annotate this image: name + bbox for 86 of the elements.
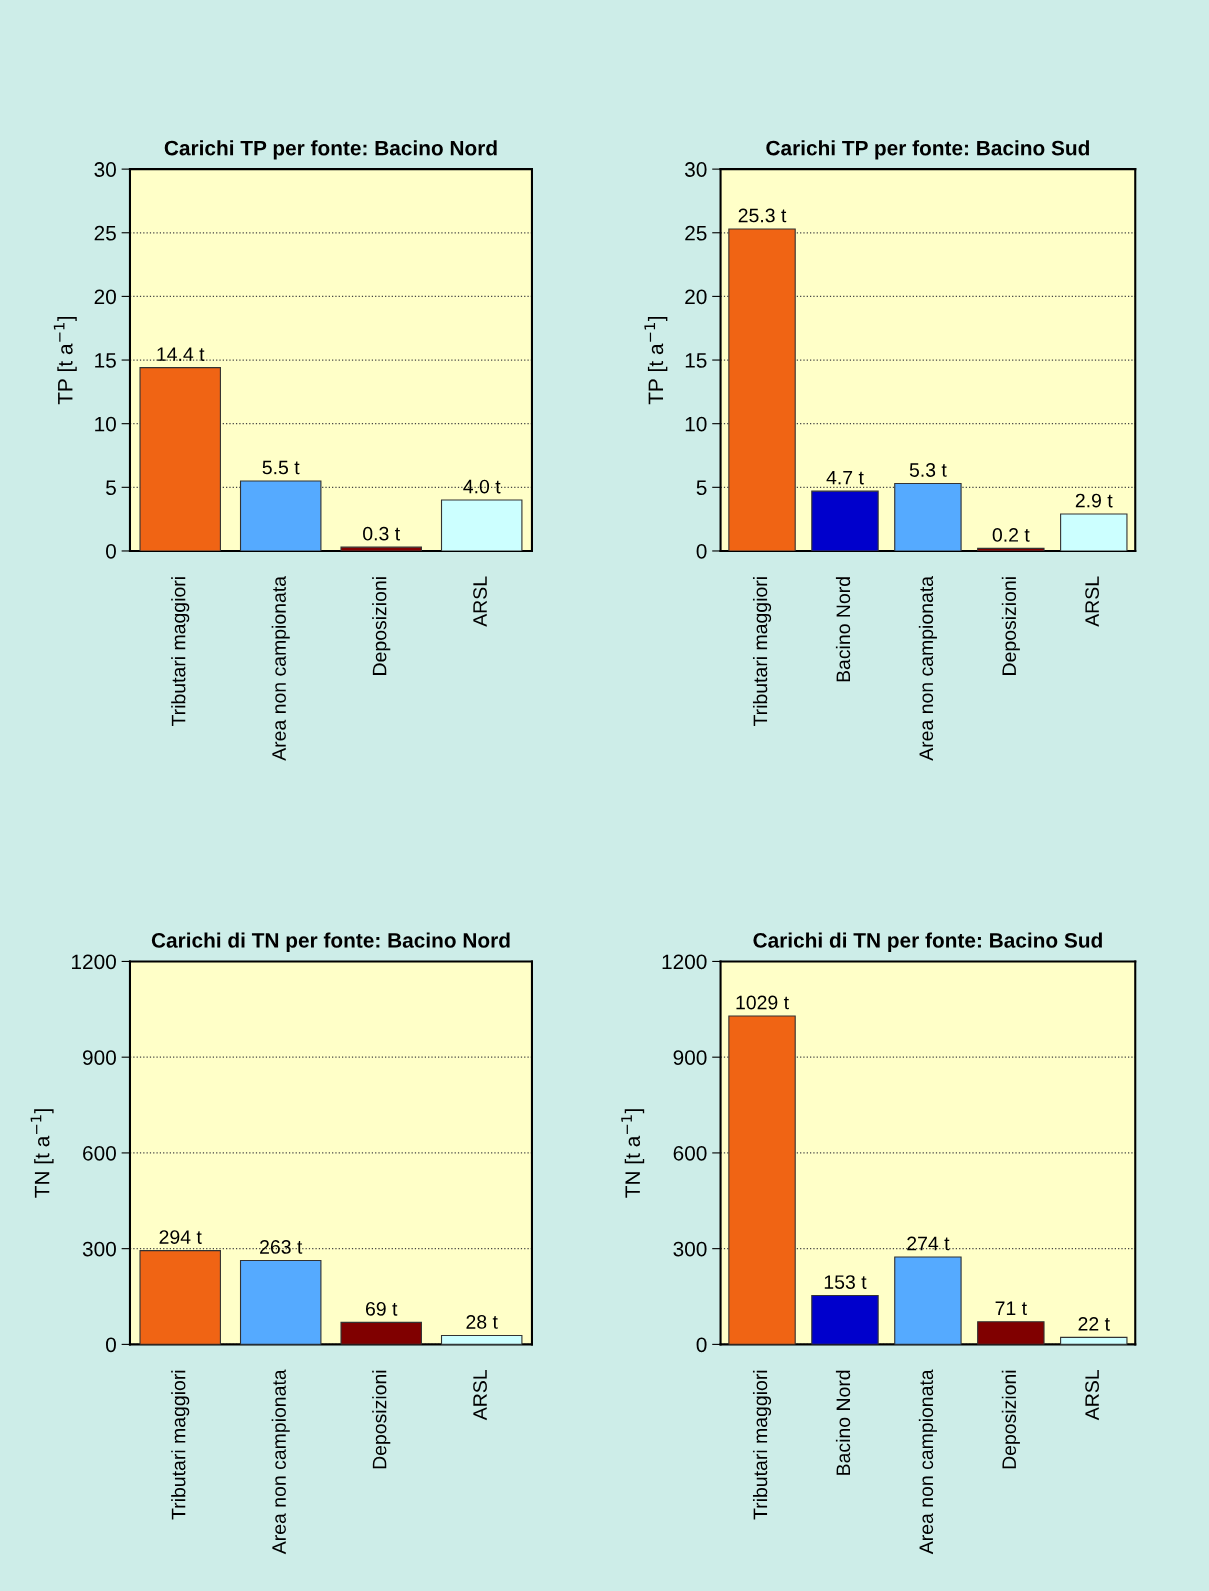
y-tick-label: 1200 — [662, 954, 707, 970]
bar — [239, 480, 322, 551]
x-tick-label: Area non campionata — [271, 575, 290, 761]
y-tick-label: 15 — [95, 353, 116, 368]
y-tick-label: 30 — [684, 162, 707, 177]
x-tick-label: ARSL — [473, 576, 487, 627]
data-label: 69 t — [365, 1301, 398, 1316]
x-tick-label: Deposizioni — [372, 1370, 391, 1469]
y-tick-label: 15 — [685, 353, 707, 368]
y-axis-title: TP [t a$^{−1}$] — [53, 316, 77, 405]
bar — [340, 546, 422, 551]
bar — [811, 490, 879, 551]
y-tick-label: 20 — [94, 289, 116, 305]
x-tick-label: Area non campionata — [918, 575, 937, 761]
y-tick-label: 900 — [673, 1050, 707, 1065]
y-tick-label: 0 — [106, 543, 116, 559]
chart-title: Carichi di TN per fonte: Bacino Nord — [151, 932, 510, 952]
data-label: 5.5 t — [262, 460, 300, 475]
y-tick-label: 0 — [696, 543, 707, 559]
y-tick-label: 0 — [106, 1337, 116, 1353]
data-label: 1029 t — [736, 995, 789, 1010]
x-tick-label: Tributari maggiori — [171, 1370, 190, 1520]
bar — [239, 1259, 322, 1345]
data-label: 294 t — [159, 1230, 202, 1244]
y-axis-title: TN [t a$^{−1}$] — [621, 1109, 645, 1198]
data-label: 28 t — [466, 1315, 498, 1329]
y-tick-label: 1200 — [72, 954, 116, 970]
data-label: 5.3 t — [909, 463, 947, 477]
x-tick-label: Tributari maggiori — [171, 577, 190, 727]
data-label: 22 t — [1078, 1316, 1110, 1331]
y-tick-label: 5 — [696, 480, 707, 496]
bar — [1060, 513, 1128, 551]
x-tick-label: Area non campionata — [918, 1369, 937, 1555]
x-tick-label: ARSL — [1085, 576, 1099, 627]
data-label: 14.4 t — [157, 347, 205, 362]
chart-title: Carichi di TN per fonte: Bacino Sud — [753, 932, 1102, 952]
x-tick-label: Tributari maggiori — [752, 1370, 772, 1520]
x-tick-label: ARSL — [473, 1370, 487, 1421]
x-tick-label: Deposizioni — [1001, 577, 1020, 675]
x-tick-label: Deposizioni — [372, 577, 391, 675]
data-label: 0.2 t — [992, 528, 1030, 542]
x-tick-label: Area non campionata — [271, 1369, 290, 1555]
bar — [811, 1295, 879, 1345]
data-label: 274 t — [907, 1236, 950, 1251]
bar — [1060, 1336, 1128, 1345]
y-tick-label: 5 — [106, 480, 116, 496]
y-tick-label: 20 — [685, 289, 707, 305]
chart-title: Carichi TP per fonte: Bacino Nord — [164, 140, 497, 160]
y-tick-label: 10 — [685, 416, 707, 432]
x-tick-label: Tributari maggiori — [752, 577, 772, 727]
bar — [139, 1250, 221, 1345]
bar — [894, 1256, 962, 1345]
bar — [728, 1015, 796, 1345]
chart-title: Carichi TP per fonte: Bacino Sud — [766, 140, 1089, 160]
bar — [894, 482, 962, 551]
y-tick-label: 10 — [95, 416, 116, 432]
bar — [977, 547, 1045, 551]
data-label: 71 t — [995, 1301, 1027, 1316]
x-tick-label: Bacino Nord — [835, 1370, 851, 1475]
data-label: 0.3 t — [363, 526, 400, 541]
bar — [440, 499, 523, 551]
y-tick-label: 300 — [82, 1241, 116, 1257]
y-tick-label: 25 — [94, 225, 116, 241]
y-tick-label: 25 — [685, 225, 707, 241]
data-label: 4.0 t — [463, 479, 501, 494]
bar — [440, 1334, 523, 1345]
y-tick-label: 600 — [83, 1145, 116, 1161]
y-tick-label: 600 — [673, 1145, 707, 1161]
y-tick-label: 900 — [82, 1050, 116, 1065]
bar — [728, 228, 796, 551]
data-label: 4.7 t — [826, 470, 864, 485]
y-tick-label: 0 — [696, 1337, 707, 1353]
x-tick-label: ARSL — [1085, 1370, 1099, 1421]
data-label: 25.3 t — [738, 208, 787, 223]
x-tick-label: Deposizioni — [1001, 1370, 1020, 1469]
data-label: 2.9 t — [1075, 493, 1113, 508]
bar — [977, 1321, 1045, 1345]
bar — [340, 1321, 422, 1345]
y-tick-label: 300 — [673, 1241, 707, 1257]
x-tick-label: Bacino Nord — [835, 577, 851, 682]
y-axis-title: TP [t a$^{−1}$] — [644, 316, 668, 405]
data-label: 153 t — [824, 1275, 867, 1289]
y-axis-title: TN [t a$^{−1}$] — [30, 1109, 54, 1198]
bar — [139, 367, 221, 551]
data-label: 263 t — [260, 1240, 303, 1254]
y-tick-label: 30 — [94, 162, 116, 177]
